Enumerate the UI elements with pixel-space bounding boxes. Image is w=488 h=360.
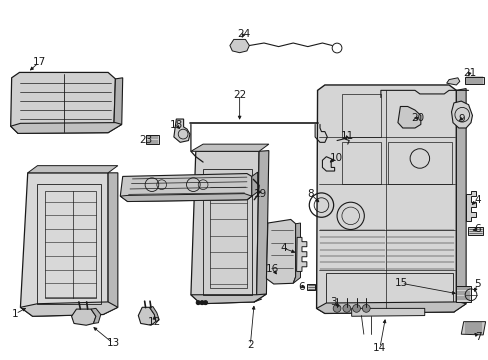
- Polygon shape: [190, 294, 266, 304]
- Polygon shape: [296, 237, 306, 271]
- Polygon shape: [464, 77, 483, 84]
- Text: 9: 9: [457, 114, 464, 124]
- Polygon shape: [254, 150, 268, 302]
- Polygon shape: [28, 166, 118, 173]
- Polygon shape: [229, 40, 249, 53]
- Text: 18: 18: [169, 121, 183, 130]
- Text: 7: 7: [474, 332, 481, 342]
- Polygon shape: [11, 123, 122, 134]
- Text: 21: 21: [462, 68, 475, 78]
- Polygon shape: [450, 101, 471, 128]
- Text: 19: 19: [253, 189, 266, 199]
- Polygon shape: [120, 174, 251, 202]
- Circle shape: [196, 301, 200, 305]
- Polygon shape: [246, 172, 257, 200]
- Polygon shape: [103, 173, 118, 315]
- Circle shape: [203, 301, 207, 305]
- Polygon shape: [453, 89, 465, 312]
- Polygon shape: [190, 144, 268, 151]
- Circle shape: [332, 305, 340, 312]
- Text: 1: 1: [12, 309, 19, 319]
- Circle shape: [342, 305, 350, 312]
- Polygon shape: [293, 223, 300, 283]
- Text: 4: 4: [473, 195, 480, 205]
- Polygon shape: [174, 119, 189, 142]
- Polygon shape: [20, 302, 118, 316]
- Polygon shape: [446, 78, 459, 85]
- Text: 13: 13: [106, 338, 120, 348]
- Text: 10: 10: [329, 153, 342, 163]
- Polygon shape: [316, 85, 455, 314]
- Polygon shape: [149, 307, 159, 321]
- Text: 2: 2: [246, 340, 253, 350]
- Text: 22: 22: [232, 90, 246, 100]
- Text: 5: 5: [473, 279, 480, 289]
- Text: 16: 16: [265, 264, 279, 274]
- Polygon shape: [465, 192, 475, 221]
- Text: 4: 4: [280, 243, 286, 253]
- Text: 24: 24: [236, 30, 250, 39]
- Polygon shape: [146, 135, 159, 144]
- Polygon shape: [138, 307, 156, 325]
- Polygon shape: [108, 78, 122, 133]
- Text: 12: 12: [147, 317, 161, 327]
- Text: 6: 6: [298, 282, 305, 292]
- Polygon shape: [455, 286, 470, 302]
- Polygon shape: [91, 309, 101, 323]
- Text: 14: 14: [372, 343, 386, 353]
- Polygon shape: [351, 309, 424, 316]
- Text: 20: 20: [410, 113, 423, 123]
- Circle shape: [352, 305, 360, 312]
- Polygon shape: [397, 107, 420, 128]
- Text: 23: 23: [139, 135, 152, 145]
- Text: 17: 17: [32, 57, 45, 67]
- Text: 15: 15: [394, 278, 407, 288]
- Text: 8: 8: [306, 189, 313, 199]
- Polygon shape: [266, 220, 295, 284]
- Polygon shape: [467, 226, 482, 234]
- Text: 3: 3: [329, 297, 336, 307]
- Polygon shape: [20, 173, 108, 316]
- Polygon shape: [460, 321, 485, 335]
- Text: 6: 6: [473, 225, 480, 234]
- Polygon shape: [71, 309, 96, 325]
- Circle shape: [200, 301, 203, 305]
- Polygon shape: [306, 284, 314, 291]
- Polygon shape: [316, 302, 465, 314]
- Circle shape: [362, 305, 369, 312]
- Polygon shape: [11, 72, 115, 134]
- Text: 11: 11: [341, 131, 354, 141]
- Polygon shape: [120, 194, 251, 202]
- Polygon shape: [190, 151, 259, 304]
